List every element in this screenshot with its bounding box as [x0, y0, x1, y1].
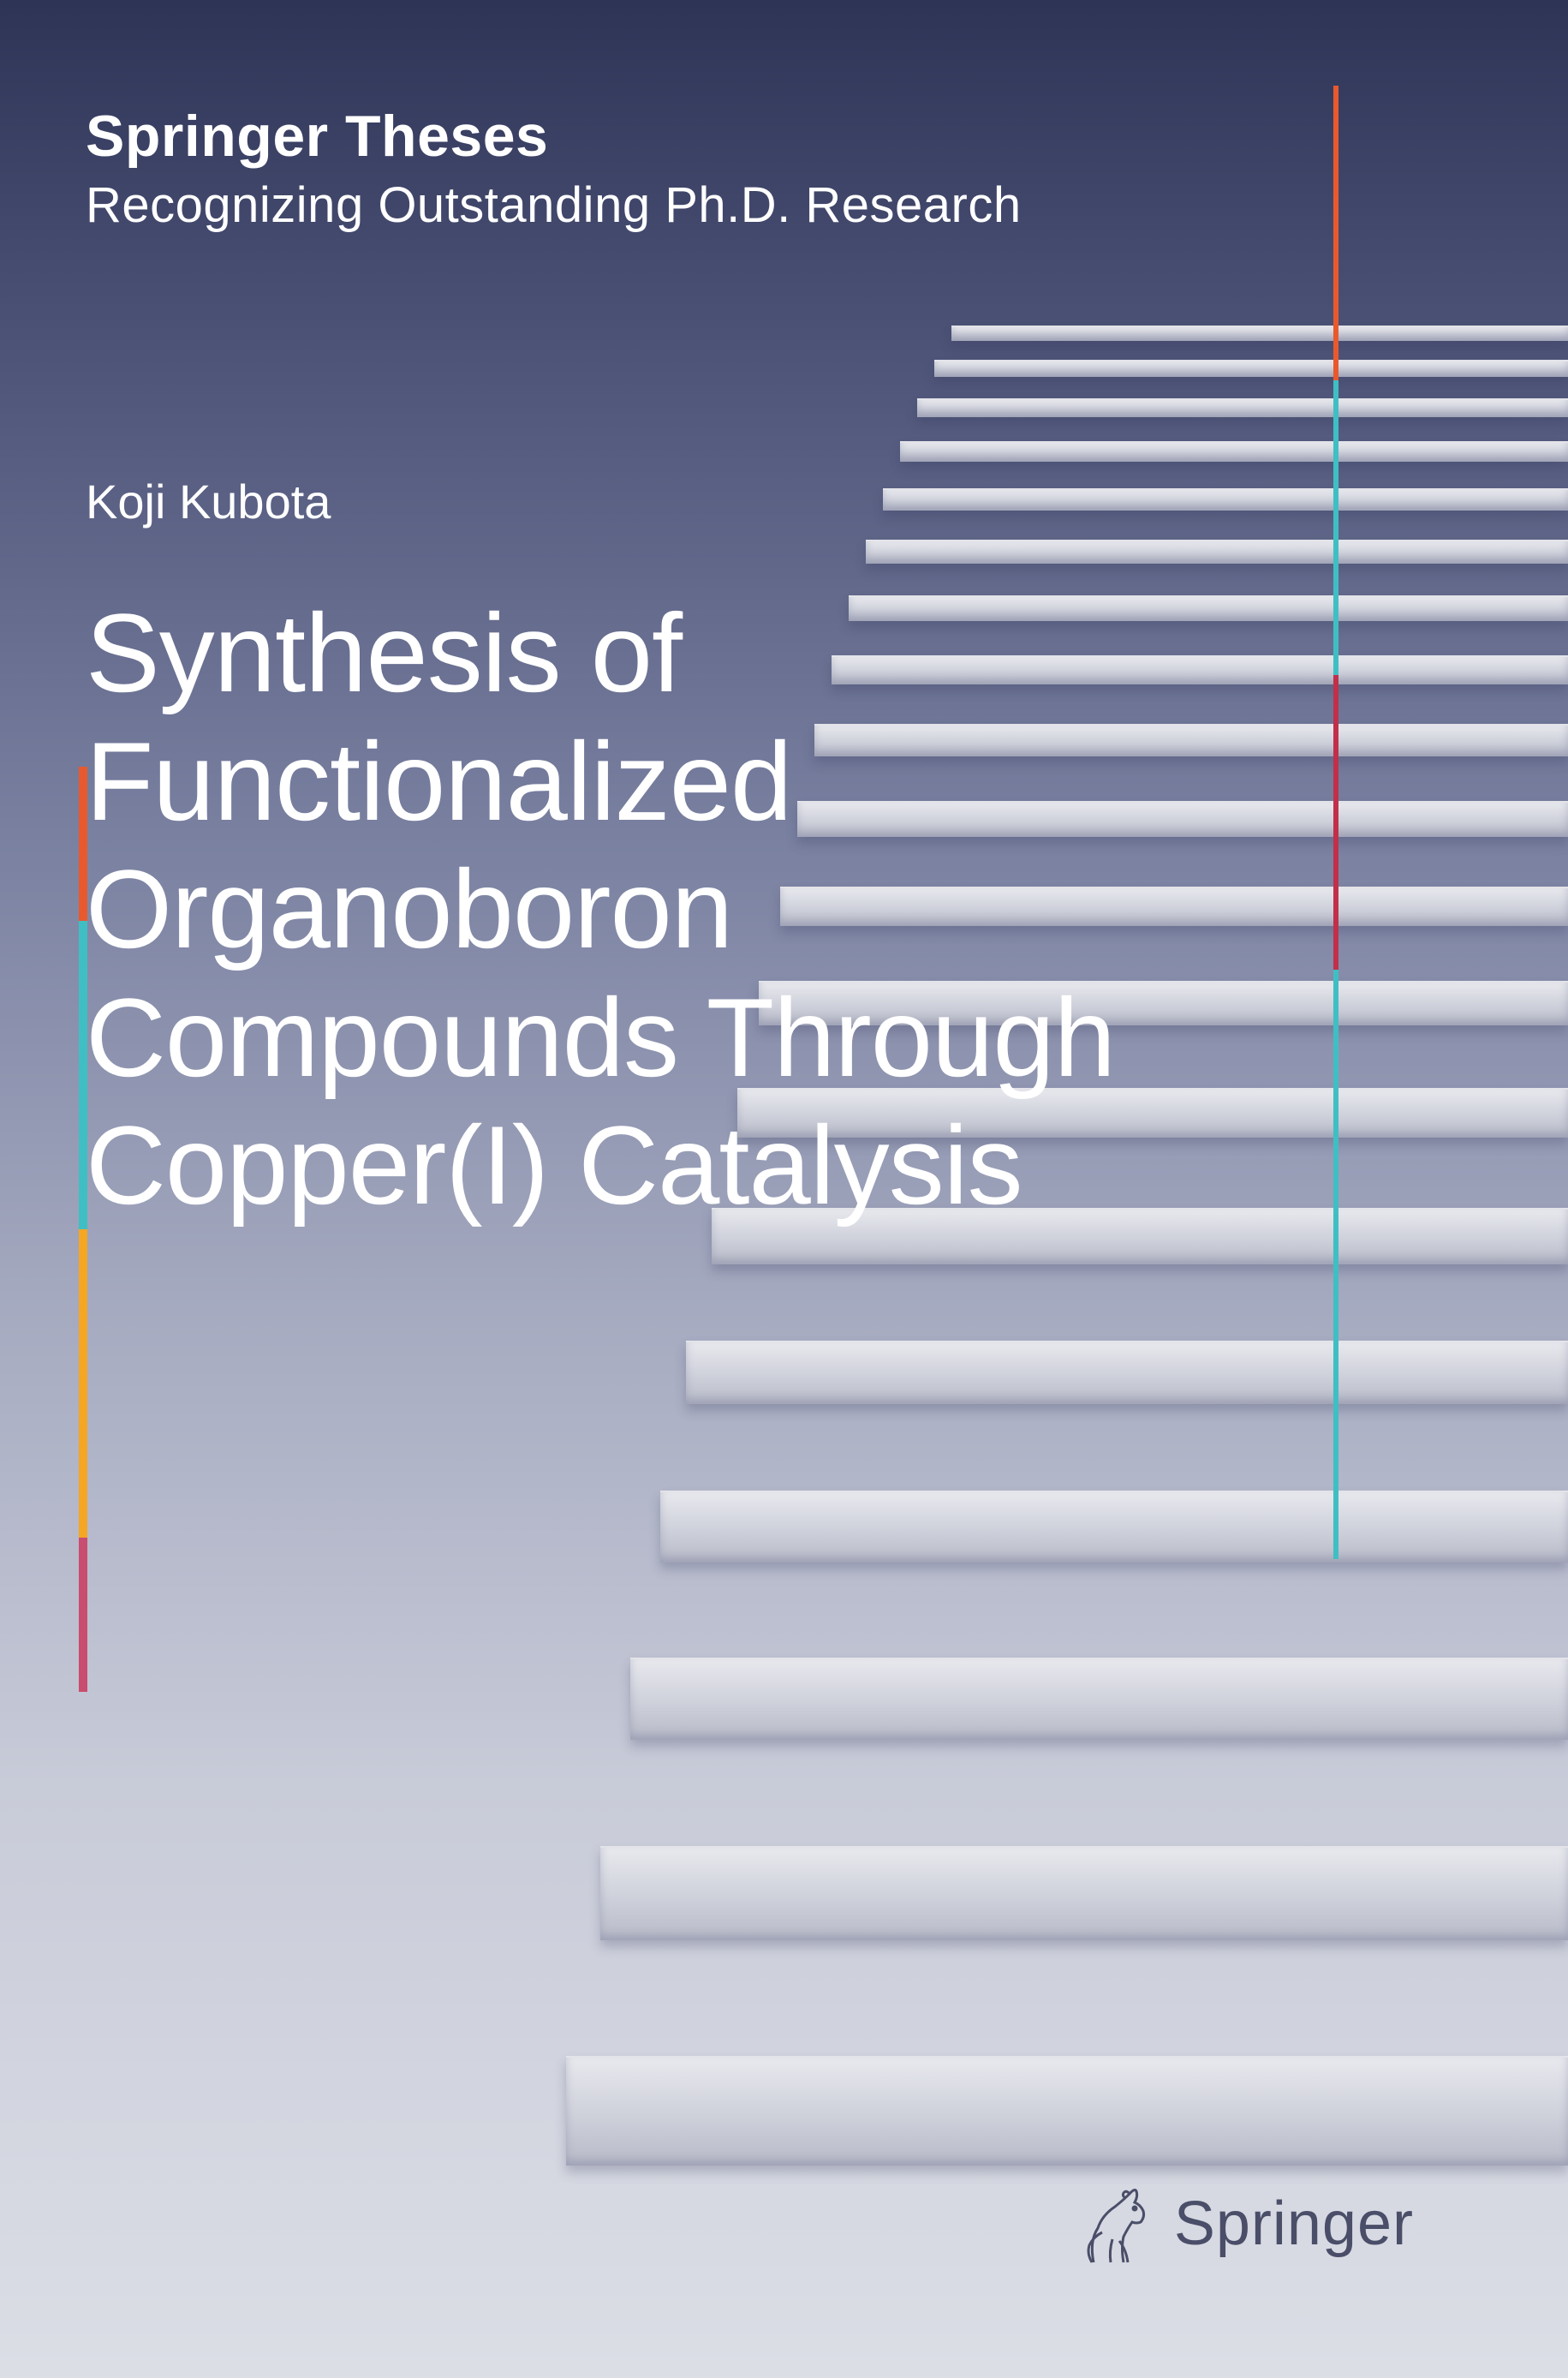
author-name: Koji Kubota [86, 474, 1482, 529]
title-line: Organoboron [86, 845, 1482, 974]
springer-horse-icon [1076, 2181, 1154, 2267]
title-line: Compounds Through [86, 974, 1482, 1102]
title-line: Copper(I) Catalysis [86, 1102, 1482, 1230]
book-title: Synthesis ofFunctionalizedOrganoboronCom… [86, 589, 1482, 1230]
publisher-name: Springer [1174, 2189, 1414, 2259]
series-title: Springer Theses [86, 103, 1482, 170]
title-line: Synthesis of [86, 589, 1482, 718]
title-line: Functionalized [86, 718, 1482, 846]
series-subtitle: Recognizing Outstanding Ph.D. Research [86, 176, 1482, 234]
publisher-block: Springer [1076, 2181, 1414, 2267]
